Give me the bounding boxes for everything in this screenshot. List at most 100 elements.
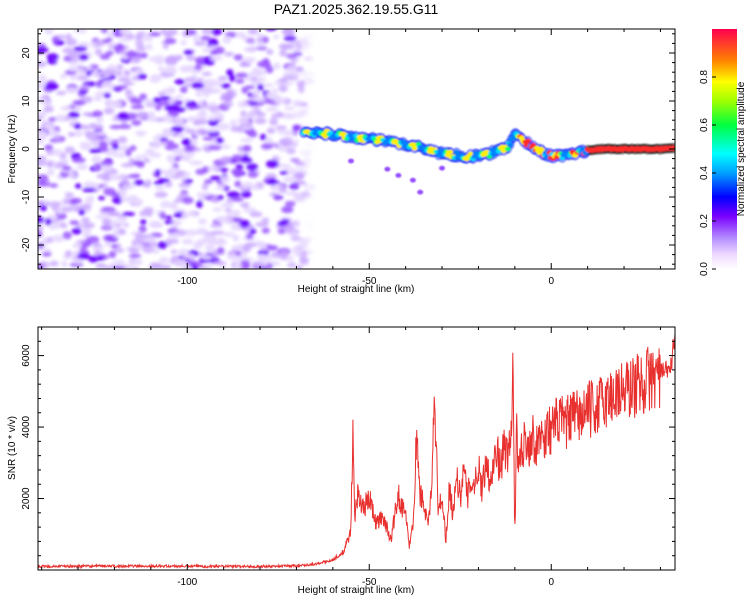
- noise-blob: [288, 40, 301, 47]
- trace-scatter: [409, 177, 416, 183]
- noise-blob: [134, 41, 145, 46]
- noise-blob: [211, 230, 225, 235]
- noise-blob: [296, 80, 306, 88]
- noise-blob: [223, 101, 234, 108]
- trace-core: [504, 146, 511, 151]
- noise-blob: [241, 126, 253, 131]
- noise-blob: [184, 212, 197, 217]
- noise-blob: [63, 197, 71, 204]
- noise-blob: [48, 129, 60, 137]
- noise-blob: [240, 202, 250, 208]
- noise-cloud: [38, 29, 325, 269]
- noise-blob: [286, 255, 295, 262]
- y-tick-label: -10: [21, 189, 32, 204]
- noise-blob: [111, 144, 119, 150]
- noise-blob: [239, 219, 251, 228]
- noise-blob: [166, 29, 178, 36]
- noise-blob: [46, 160, 54, 168]
- noise-blob: [154, 169, 161, 178]
- noise-blob: [308, 118, 322, 126]
- noise-blob: [213, 238, 227, 246]
- noise-blob: [115, 70, 123, 77]
- noise-blob: [306, 213, 313, 220]
- noise-blob: [48, 201, 61, 209]
- noise-blob: [249, 228, 257, 235]
- colorbar-tick-label: 0.8: [699, 70, 710, 84]
- noise-blob: [149, 151, 162, 159]
- noise-blob: [103, 165, 112, 173]
- noise-blob: [162, 44, 169, 50]
- noise-blob: [273, 195, 282, 201]
- noise-blob: [289, 176, 297, 182]
- x-tick-label: 0: [548, 577, 554, 588]
- trace-scatter: [384, 166, 391, 172]
- noise-blob: [118, 190, 127, 198]
- noise-blob: [247, 171, 259, 178]
- noise-blob: [279, 138, 293, 147]
- noise-blob: [247, 29, 259, 35]
- noise-blob: [72, 157, 86, 164]
- noise-blob: [38, 242, 44, 249]
- noise-blob: [142, 98, 154, 104]
- noise-blob: [76, 252, 91, 260]
- noise-blob: [59, 223, 68, 229]
- noise-blob: [191, 82, 205, 89]
- noise-blob: [82, 222, 95, 229]
- noise-blob: [233, 54, 243, 61]
- noise-blob: [68, 50, 76, 58]
- noise-blob: [98, 196, 105, 201]
- noise-blob: [64, 250, 73, 257]
- noise-blob: [283, 130, 294, 136]
- noise-blob: [160, 264, 171, 269]
- noise-blob: [168, 166, 178, 173]
- noise-blob: [147, 111, 156, 119]
- noise-blob: [139, 52, 148, 59]
- noise-blob: [79, 84, 90, 91]
- noise-blob: [299, 193, 311, 200]
- noise-blob: [38, 174, 49, 181]
- noise-blob: [112, 259, 126, 266]
- noise-blob: [194, 40, 207, 47]
- colorbar-label: Normalized spectral amplitude: [736, 81, 747, 216]
- noise-blob: [312, 71, 325, 77]
- noise-blob: [44, 82, 59, 91]
- noise-blob: [252, 184, 259, 191]
- noise-blob: [77, 75, 89, 81]
- noise-blob: [300, 250, 313, 255]
- noise-blob: [231, 209, 241, 217]
- noise-blob: [306, 255, 315, 260]
- noise-blob: [257, 253, 268, 262]
- noise-blob: [67, 131, 76, 137]
- noise-blob: [161, 88, 175, 95]
- noise-blob: [226, 191, 241, 199]
- noise-blob: [233, 262, 243, 269]
- snr-panel: -100 -50 0 2000 4000 6000 Height of straight…: [7, 326, 676, 596]
- noise-blob: [273, 96, 286, 104]
- noise-blob: [120, 197, 134, 203]
- colorbar-gradient: [712, 29, 737, 269]
- noise-blob: [125, 50, 137, 58]
- noise-blob: [273, 62, 281, 70]
- noise-blob: [113, 152, 127, 158]
- trace-scatter: [395, 173, 402, 178]
- noise-blob: [120, 120, 127, 126]
- noise-blob: [187, 105, 196, 110]
- noise-blob: [307, 55, 314, 60]
- noise-blob: [266, 48, 274, 56]
- y-tick-label: 10: [21, 95, 32, 107]
- noise-blob: [85, 66, 94, 71]
- noise-blob: [215, 186, 225, 191]
- noise-blob: [290, 220, 301, 228]
- noise-blob: [196, 200, 203, 209]
- noise-blob: [313, 109, 321, 115]
- noise-blob: [230, 92, 237, 98]
- noise-blob: [279, 170, 288, 175]
- noise-blob: [269, 117, 278, 126]
- noise-blob: [137, 111, 147, 119]
- noise-blob: [220, 175, 230, 183]
- noise-blob: [243, 47, 256, 53]
- noise-blob: [190, 139, 198, 146]
- noise-blob: [109, 220, 118, 228]
- noise-blob: [249, 211, 263, 218]
- noise-blob: [203, 234, 218, 242]
